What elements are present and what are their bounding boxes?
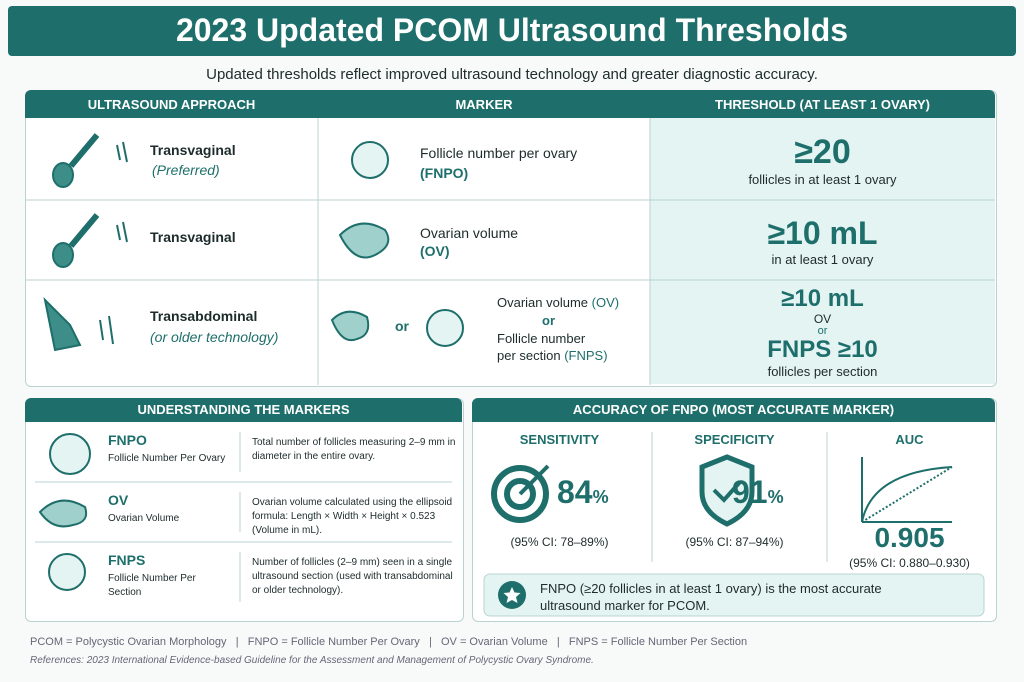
approach: Transvaginal [150,142,236,158]
references: References: 2023 International Evidence-… [30,655,594,666]
title: 2023 Updated PCOM Ultrasound Thresholds [175,12,849,48]
metric-ci: (95% CI: 78–89%) [510,535,609,549]
metric-value: 91% [732,474,784,511]
threshold: ≥20 [794,133,851,171]
marker: Ovarian volume [497,295,589,310]
unit: % [592,487,609,507]
col-header: ULTRASOUND APPROACH [87,97,256,112]
marker-desc: Total number of follicles measuring 2–9 … [252,437,456,462]
metric-value: 84% [557,474,609,511]
approach: Transvaginal [150,229,236,245]
value: 84 [557,474,593,510]
threshold: ≥10 mL [781,285,864,312]
or: or [542,313,555,328]
marker-name: Follicle Number Per Ovary [108,453,226,464]
col-header: THRESHOLD (AT LEAST 1 OVARY) [715,97,930,112]
approach-note: (Preferred) [152,162,220,178]
metric-label: SENSITIVITY [519,432,600,447]
marker-desc: Number of follicles (2–9 mm) seen in a s… [252,557,453,596]
accuracy-icons [483,432,985,617]
metric-ci: (95% CI: 87–94%) [685,535,784,549]
metric-label: AUC [895,432,924,447]
marker-abbr: OV [108,492,129,508]
marker: Follicle number per ovary [420,145,578,161]
subtitle: Updated thresholds reflect improved ultr… [206,66,818,83]
marker-name: Ovarian Volume [108,513,180,524]
marker-desc: Ovarian volume calculated using the elli… [252,497,453,536]
accuracy-note: FNPO (≥20 follicles in at least 1 ovary)… [540,581,882,613]
approach-note: (or older technology) [150,329,279,345]
or: or [817,325,828,337]
marker: Ovarian volume [420,225,519,241]
abbreviations: PCOM = Polycystic Ovarian Morphology | F… [30,636,748,648]
table-header [25,90,995,118]
marker-abbr: FNPS [108,552,146,568]
threshold-note: follicles in at least 1 ovary [748,172,897,187]
metric-value: 0.905 [874,522,945,553]
marker: per section [497,348,561,363]
threshold-note: follicles per section [767,364,878,379]
marker-abbr: (FNPS) [564,348,608,363]
accuracy-title: ACCURACY OF FNPO (MOST ACCURATE MARKER) [472,398,995,422]
threshold-note: in at least 1 ovary [771,252,874,267]
marker-abbr: FNPO [108,432,147,448]
marker-abbr: (OV) [420,243,450,259]
marker-abbr: (OV) [591,295,620,310]
threshold-bg [650,118,995,384]
threshold-note: OV [813,312,832,326]
marker-abbr: (FNPO) [420,165,469,181]
or: or [395,318,409,334]
marker: Follicle number [497,331,586,346]
threshold: ≥10 mL [767,215,878,251]
value: 91 [732,474,768,510]
markers-box [25,398,464,622]
metric-ci: (95% CI: 0.880–0.930) [849,556,970,570]
markers-lines [35,432,452,602]
unit: % [767,487,784,507]
markers-title: UNDERSTANDING THE MARKERS [25,398,462,422]
table-lines [25,118,995,385]
marker-name: Follicle Number Per Section [108,573,196,598]
approach: Transabdominal [150,308,258,324]
threshold: FNPS ≥10 [767,336,878,363]
metric-label: SPECIFICITY [694,432,775,447]
title-bar [8,6,1016,56]
col-header: MARKER [455,97,513,112]
